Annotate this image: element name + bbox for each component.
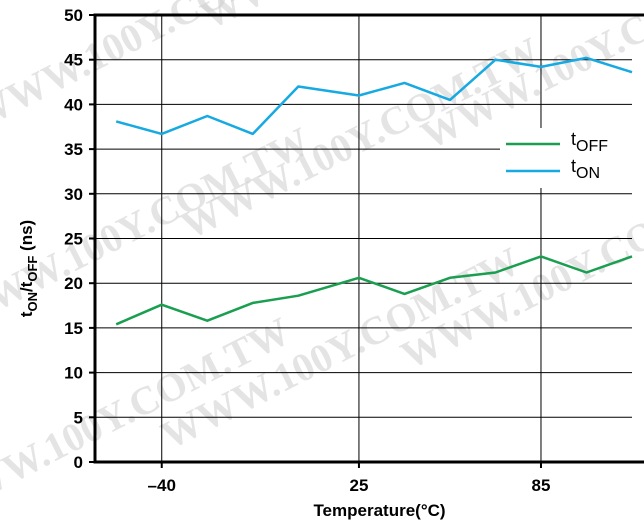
watermark-text: WWW.100Y.COM.TW	[0, 0, 337, 138]
legend-label-tOFF: tOFF	[571, 129, 608, 155]
legend-label-tON: tON	[571, 156, 600, 182]
y-tick-label: 25	[64, 230, 83, 249]
y-tick-label: 20	[64, 274, 83, 293]
legend-label-main: t	[571, 129, 576, 149]
y-tick-label: 50	[64, 6, 83, 25]
y-tick-label: 0	[74, 453, 83, 472]
watermark-text: WWW.100Y.COM.TW	[194, 0, 567, 38]
x-axis-title: Temperature(°C)	[313, 501, 445, 520]
legend-label-subscript: ON	[576, 165, 600, 182]
y-tick-label: 10	[64, 364, 83, 383]
series-line-tON	[115, 56, 633, 136]
y-tick-label: 5	[74, 408, 83, 427]
legend-label-subscript: OFF	[576, 138, 608, 155]
y-axis-title-subscript: OFF	[25, 256, 40, 282]
legend-label-main: t	[571, 156, 576, 176]
y-tick-label: 40	[64, 95, 83, 114]
y-tick-label: 15	[64, 319, 83, 338]
x-tick-label: 85	[532, 476, 551, 495]
x-tick-label: 25	[349, 476, 368, 495]
y-axis-title-part: (ns)	[17, 220, 36, 256]
legend-background	[500, 128, 640, 188]
watermark-text: WWW.100Y.COM.TW	[174, 28, 547, 248]
y-axis-title-part: /t	[17, 281, 36, 292]
y-tick-label: 45	[64, 51, 83, 70]
axis-labels: Temperature(°C) tON/tOFF (ns)	[17, 220, 446, 520]
series-line-tOFF	[115, 255, 633, 326]
series-layer	[115, 56, 633, 326]
axis-layer: 0 5 10 15 20 25 30 35 40 45 50 –40 25 85	[64, 6, 644, 495]
y-axis-title-subscript: ON	[25, 292, 40, 312]
y-tick-label: 35	[64, 140, 83, 159]
y-axis-title-part: t	[17, 311, 36, 317]
y-axis-title: tON/tOFF (ns)	[17, 220, 40, 317]
x-tick-label: –40	[148, 476, 176, 495]
y-tick-label: 30	[64, 185, 83, 204]
